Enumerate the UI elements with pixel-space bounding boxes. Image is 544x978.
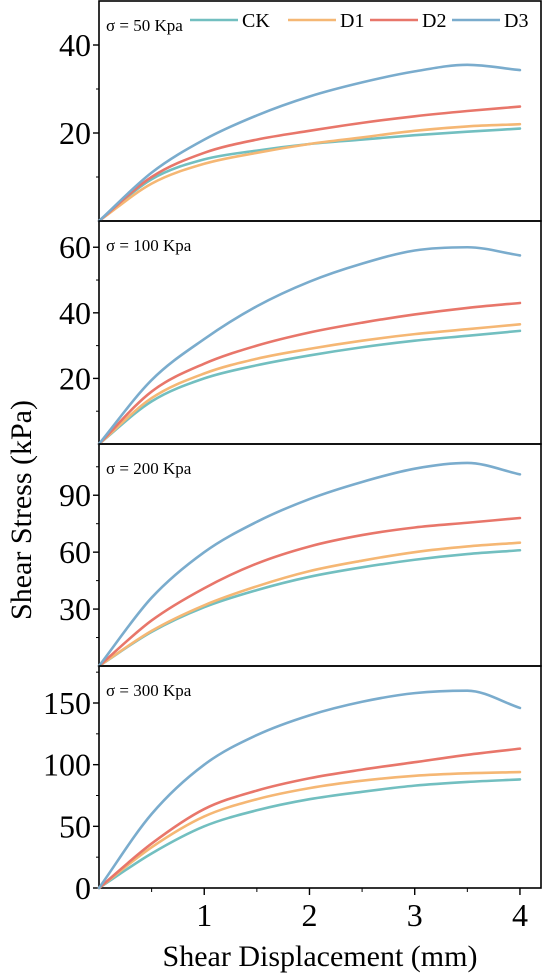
series-line-d1 xyxy=(97,122,522,223)
x-tick-label: 4 xyxy=(512,897,528,933)
series-line-d3 xyxy=(97,689,522,890)
series-line-ck xyxy=(97,329,522,446)
panel-label: σ = 300 Kpa xyxy=(106,681,192,700)
y-tick-label: 50 xyxy=(59,808,91,844)
y-tick-label: 60 xyxy=(59,534,91,570)
panel-2: 20 40 60 σ = 100 Kpa xyxy=(59,220,542,446)
legend-item-d3: D3 xyxy=(452,10,528,32)
y-tick-label: 90 xyxy=(59,477,91,513)
legend: CK D1 D2 D3 xyxy=(190,10,528,32)
x-tick-label: 2 xyxy=(301,897,317,933)
panel-label: σ = 100 Kpa xyxy=(106,236,192,255)
series-line-d2 xyxy=(97,516,522,668)
x-tick-label: 1 xyxy=(196,897,212,933)
y-tick-label: 0 xyxy=(75,870,91,906)
panel-1: 20 40 σ = 50 Kpa xyxy=(59,0,542,223)
x-tick-label: 3 xyxy=(407,897,423,933)
x-axis-label: Shear Displacement (mm) xyxy=(163,940,478,973)
y-tick-label: 20 xyxy=(59,115,91,151)
legend-label: D3 xyxy=(504,10,528,32)
panel-4: 0 50 100 150 σ = 300 Kpa xyxy=(43,665,542,906)
legend-item-ck: CK xyxy=(190,10,270,32)
series-line-d2 xyxy=(97,301,522,446)
panel-3: 30 60 90 σ = 200 Kpa xyxy=(59,443,542,668)
series-line-ck xyxy=(97,548,522,668)
y-axis-label: Shear Stress (kPa) xyxy=(5,400,38,620)
series-line-d3 xyxy=(97,461,522,668)
series-line-d2 xyxy=(97,747,522,890)
series-line-ck xyxy=(97,778,522,890)
legend-label: D2 xyxy=(422,10,446,32)
panel-label: σ = 200 Kpa xyxy=(106,459,192,478)
series-line-d1 xyxy=(97,541,522,668)
y-tick-label: 40 xyxy=(59,27,91,63)
y-tick-label: 150 xyxy=(43,685,91,721)
series-line-d1 xyxy=(97,323,522,446)
y-tick-label: 60 xyxy=(59,229,91,265)
panel-label: σ = 50 Kpa xyxy=(106,16,183,35)
y-tick-label: 100 xyxy=(43,747,91,783)
series-line-d3 xyxy=(97,245,522,446)
panel-frame xyxy=(98,665,542,889)
x-axis: 1 2 3 4 xyxy=(151,888,528,933)
series-line-d1 xyxy=(97,770,522,890)
series-line-d2 xyxy=(97,105,522,223)
legend-item-d2: D2 xyxy=(370,10,446,32)
y-tick-label: 20 xyxy=(59,360,91,396)
y-tick-label: 40 xyxy=(59,295,91,331)
series-line-d3 xyxy=(97,63,522,223)
y-tick-label: 30 xyxy=(59,591,91,627)
legend-label: D1 xyxy=(340,10,364,32)
legend-label: CK xyxy=(242,10,270,32)
legend-item-d1: D1 xyxy=(288,10,364,32)
series-line-ck xyxy=(97,127,522,223)
